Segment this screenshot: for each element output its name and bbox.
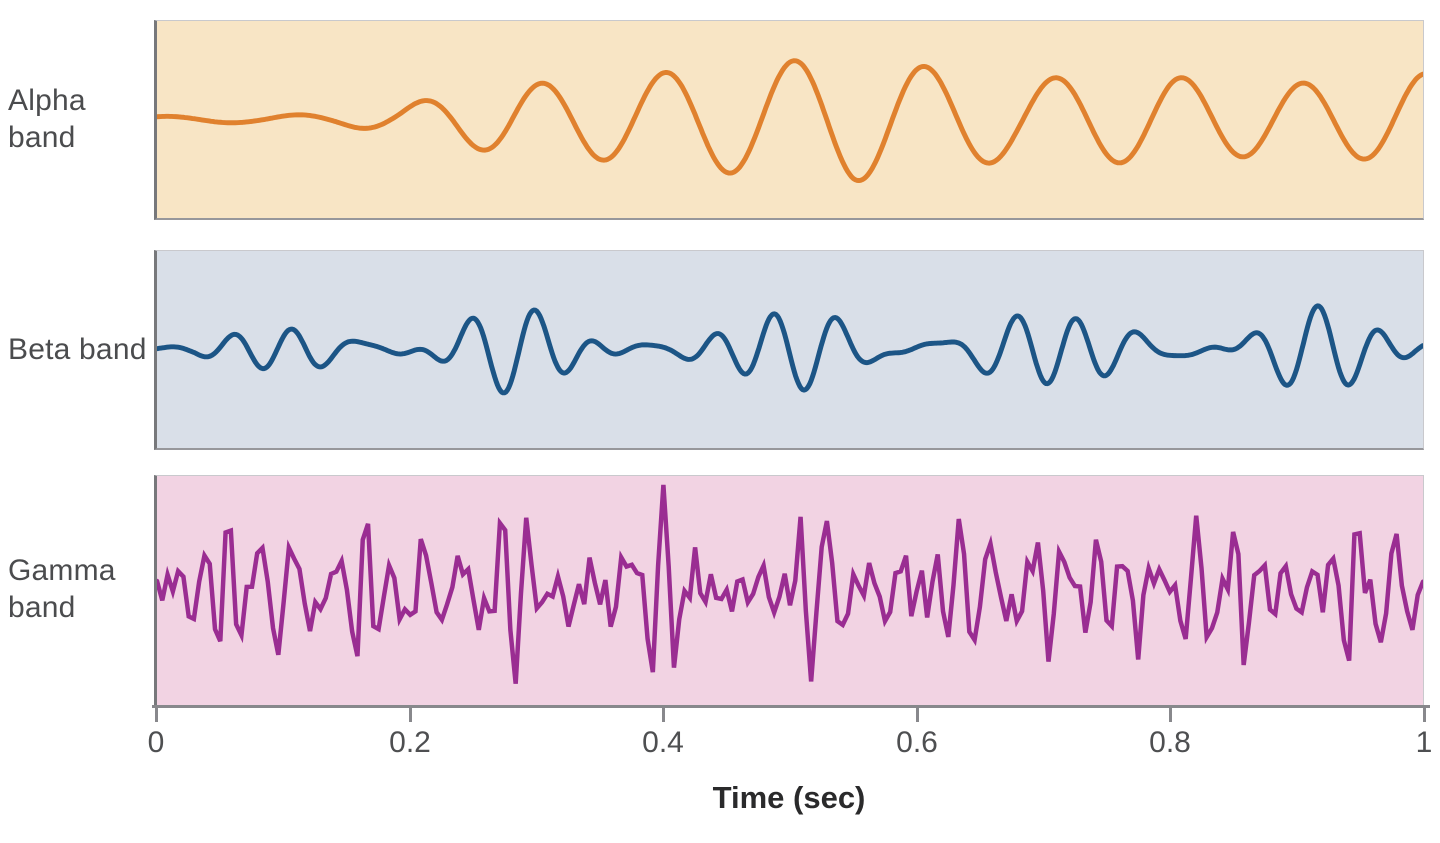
x-tick-label: 0.4 bbox=[642, 726, 684, 759]
x-axis-title: Time (sec) bbox=[712, 780, 866, 815]
beta-band-panel bbox=[154, 250, 1424, 450]
x-tick-mark bbox=[1169, 705, 1172, 722]
x-tick-label: 0.2 bbox=[389, 726, 431, 759]
gamma-band-label: Gamma band bbox=[8, 554, 116, 624]
alpha-band-label: Alpha band bbox=[8, 84, 86, 154]
x-tick-label: 1 bbox=[1415, 726, 1433, 759]
x-tick-mark bbox=[662, 705, 665, 722]
x-tick-mark bbox=[155, 705, 158, 722]
x-tick-label: 0.8 bbox=[1149, 726, 1191, 759]
x-tick-label: 0 bbox=[147, 726, 165, 759]
alpha-band-label-block: Alpha band bbox=[8, 20, 148, 220]
x-tick-mark bbox=[409, 705, 412, 722]
x-tick-mark bbox=[1423, 705, 1426, 722]
beta-band-label: Beta band bbox=[8, 332, 147, 366]
x-tick-label: 0.6 bbox=[896, 726, 938, 759]
gamma-waveform bbox=[157, 484, 1423, 684]
gamma-band-label-block: Gamma band bbox=[8, 475, 148, 705]
gamma-band-panel bbox=[154, 475, 1424, 705]
beta-waveform bbox=[157, 303, 1423, 396]
beta-band-label-block: Beta band bbox=[8, 250, 148, 450]
x-axis-line bbox=[152, 705, 1430, 708]
alpha-waveform bbox=[157, 58, 1423, 184]
x-tick-mark bbox=[916, 705, 919, 722]
alpha-band-panel bbox=[154, 20, 1424, 220]
